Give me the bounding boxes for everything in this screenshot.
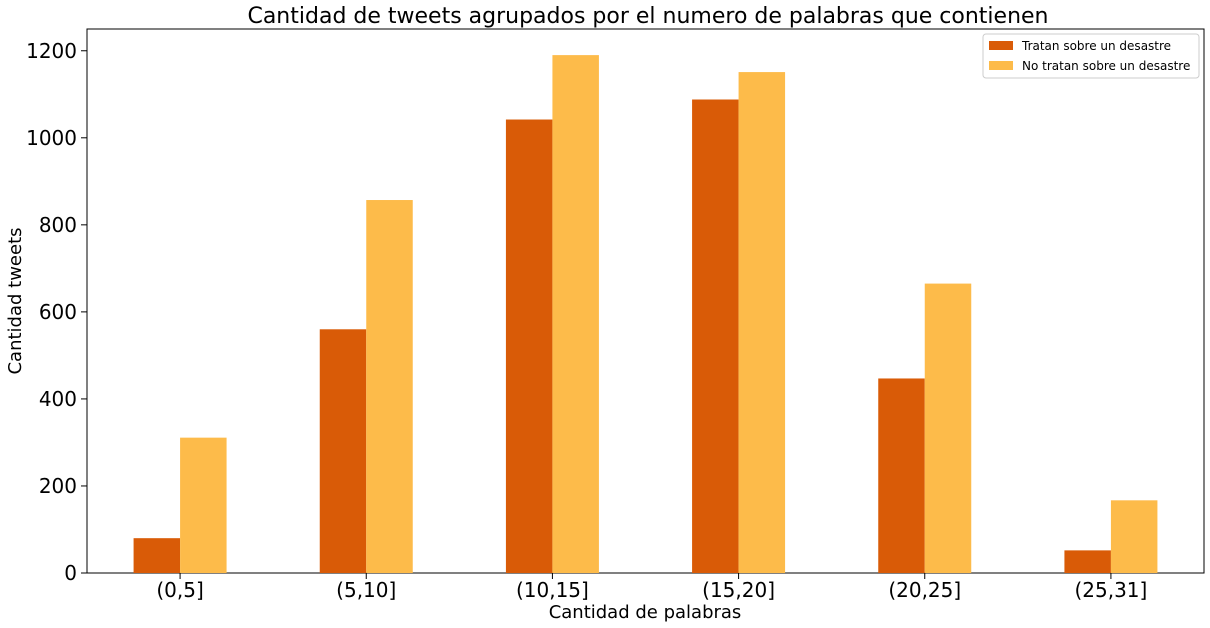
x-tick-label: (25,31] [1074,578,1147,602]
bar-no-disaster-1 [366,200,413,573]
y-tick-label: 800 [39,213,77,237]
y-tick-label: 0 [64,561,77,585]
legend: Tratan sobre un desastre No tratan sobre … [982,33,1200,79]
plot-area-frame [86,28,1205,574]
x-axis: (0,5] (5,10] (10,15] (15,20] (20,25] (25,31] [156,573,1147,602]
y-tick-label: 600 [39,300,77,324]
legend-label-1: No tratan sobre un desastre [1022,59,1190,73]
bars-group [133,55,1158,574]
bar-no-disaster-4 [924,283,972,573]
bar-no-disaster-0 [180,437,227,573]
chart-title: Cantidad de tweets agrupados por el nume… [247,4,1048,29]
y-tick-label: 1200 [26,39,77,63]
x-tick-label: (0,5] [156,578,203,602]
y-tick-label: 1000 [26,126,77,150]
legend-swatch-1 [989,61,1013,70]
y-tick-label: 200 [39,474,77,498]
y-axis: 0 200 400 600 800 1000 1200 [26,39,87,585]
legend-swatch-0 [989,41,1013,50]
y-tick-label: 400 [39,387,77,411]
x-tick-label: (15,20] [702,578,775,602]
bar-disaster-2 [505,119,553,574]
bar-disaster-1 [319,329,367,573]
x-tick-label: (5,10] [336,578,396,602]
bar-no-disaster-3 [738,72,786,573]
bar-disaster-3 [692,99,739,573]
bar-disaster-0 [133,538,181,573]
x-tick-label: (20,25] [888,578,961,602]
bar-no-disaster-5 [1110,500,1158,573]
legend-box [982,33,1200,79]
x-tick-label: (10,15] [516,578,589,602]
bar-disaster-4 [878,378,925,573]
y-axis-label: Cantidad tweets [5,227,26,374]
legend-label-0: Tratan sobre un desastre [1021,39,1171,53]
bar-disaster-5 [1064,550,1111,573]
x-axis-label: Cantidad de palabras [549,602,742,623]
bar-no-disaster-2 [552,55,599,574]
